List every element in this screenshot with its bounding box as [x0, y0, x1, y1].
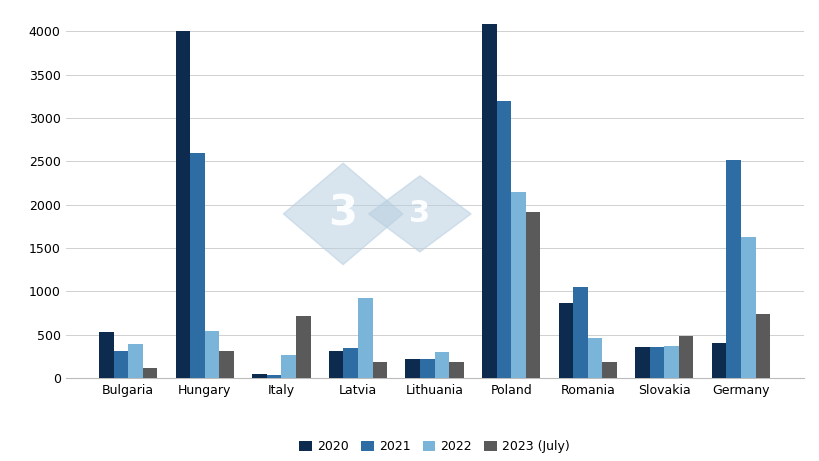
Bar	[754, 314, 769, 378]
Bar	[434, 353, 449, 378]
Bar	[296, 316, 310, 378]
Bar	[635, 347, 649, 378]
Bar	[99, 332, 114, 378]
Bar	[587, 338, 602, 378]
Bar	[525, 212, 540, 378]
Polygon shape	[283, 163, 402, 265]
Bar	[726, 160, 740, 378]
Bar	[114, 351, 128, 378]
Bar	[252, 374, 266, 378]
Bar	[602, 361, 616, 378]
Bar	[558, 302, 572, 378]
Bar	[740, 236, 754, 378]
Bar	[510, 192, 525, 378]
Bar	[128, 344, 143, 378]
Bar	[219, 351, 233, 378]
Bar	[372, 362, 387, 378]
Bar	[190, 154, 205, 378]
Bar	[358, 298, 372, 378]
Bar	[143, 368, 157, 378]
Bar	[266, 375, 281, 378]
Polygon shape	[369, 176, 470, 252]
Legend: 2020, 2021, 2022, 2023 (July): 2020, 2021, 2022, 2023 (July)	[294, 435, 574, 458]
Bar	[496, 100, 510, 378]
Bar	[175, 31, 190, 378]
Text: 3: 3	[386, 163, 398, 181]
Bar	[419, 359, 434, 378]
Bar	[482, 24, 496, 378]
Bar	[328, 351, 343, 378]
Text: 3: 3	[409, 200, 430, 228]
Bar	[449, 362, 463, 378]
Bar	[405, 360, 419, 378]
Bar	[678, 337, 693, 378]
Bar	[281, 355, 296, 378]
Text: 3: 3	[328, 193, 357, 235]
Bar	[711, 343, 726, 378]
Bar	[649, 347, 663, 378]
Bar	[572, 287, 587, 378]
Bar	[343, 348, 358, 378]
Bar	[663, 346, 678, 378]
Bar	[205, 331, 219, 378]
